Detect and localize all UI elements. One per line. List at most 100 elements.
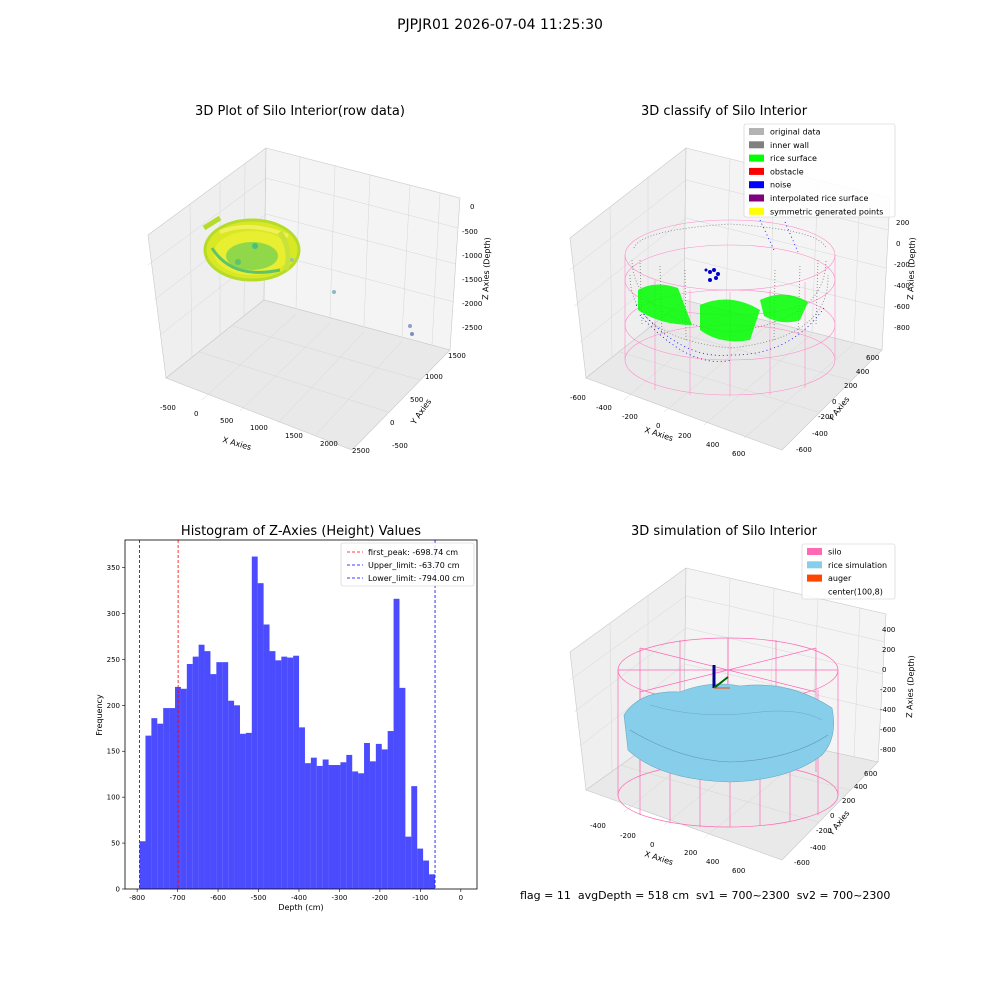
noise-points — [635, 219, 825, 362]
p4-legend-label: rice simulation — [828, 561, 887, 570]
p2-ztick: -400 — [894, 282, 910, 290]
auger-marker — [712, 665, 730, 689]
hist-bar — [304, 763, 311, 889]
p1-xtick: -500 — [160, 404, 176, 412]
p4-xtick: 0 — [650, 841, 654, 849]
p1-xtick: 0 — [194, 410, 198, 418]
hist-bar — [228, 700, 235, 889]
rice-surface-points — [638, 284, 808, 342]
p2-legend-label: obstacle — [770, 167, 804, 176]
p1-ytick: 1000 — [425, 373, 443, 381]
obstacle-points — [704, 268, 720, 282]
inner-wall-points — [629, 223, 829, 349]
hist-bar — [269, 651, 276, 889]
p4-legend-swatch — [807, 587, 822, 595]
hist-xtick-label: -400 — [291, 894, 307, 902]
hist-xtick-label: -800 — [129, 894, 145, 902]
p1-zlabel: Z Axies (Depth) — [481, 237, 492, 300]
hist-bar — [411, 786, 418, 889]
hist-bar — [281, 656, 288, 889]
hist-xtick-label: -200 — [372, 894, 388, 902]
p4-ztick: 0 — [882, 666, 886, 674]
footer-status: flag = 11 avgDepth = 518 cm sv1 = 700~23… — [520, 889, 891, 902]
p2-xtick: -400 — [596, 404, 612, 412]
p4-xtick: -400 — [590, 822, 606, 830]
p4-ytick: -600 — [794, 859, 810, 867]
hist-bar — [234, 705, 240, 889]
hist-bar — [169, 708, 176, 889]
p2-ytick: -600 — [796, 446, 812, 454]
p4-xtick: -200 — [620, 832, 636, 840]
p2-ztick: -600 — [894, 303, 910, 311]
hist-xtick-label: -300 — [331, 894, 347, 902]
p1-ztick: 0 — [470, 203, 474, 211]
hist-bar — [163, 708, 170, 889]
hist-bar — [198, 644, 205, 889]
hist-bar — [299, 727, 305, 889]
p1-xtick: 1500 — [285, 432, 303, 440]
hist-bar — [210, 674, 217, 889]
hist-legend-label: Lower_limit: -794.00 cm — [368, 574, 465, 583]
plot2-classify-3d: -600 -400 -200 0 200 400 600 -600 -400 -… — [569, 123, 917, 458]
plot4-title: 3D simulation of Silo Interior — [631, 524, 817, 539]
p2-ytick: 400 — [856, 368, 869, 376]
p2-ytick: -400 — [812, 430, 828, 438]
p2-xtick: -600 — [570, 394, 586, 402]
hist-bar — [399, 687, 406, 889]
plot1-title: 3D Plot of Silo Interior(row data) — [195, 104, 405, 119]
p2-ytick: 200 — [844, 382, 857, 390]
p4-xtick: 600 — [732, 867, 745, 875]
p1-ytick: 500 — [410, 396, 423, 404]
hist-legend-label: first_peak: -698.74 cm — [368, 548, 458, 557]
hist-bar — [275, 660, 282, 889]
p1-ytick: 0 — [390, 419, 394, 427]
hist-bar — [328, 765, 335, 889]
p1-ztick: -2000 — [462, 300, 482, 308]
p2-ytick: -200 — [818, 413, 834, 421]
p1-xtick: 500 — [220, 417, 233, 425]
p2-ztick: -800 — [894, 324, 910, 332]
hist-ytick-label: 200 — [107, 702, 120, 710]
hist-bar — [186, 663, 193, 889]
hist-bar — [322, 759, 329, 889]
hist-ytick-label: 150 — [107, 748, 120, 756]
hist-bar — [293, 655, 300, 889]
p4-ztick: -200 — [880, 686, 896, 694]
hist-ytick-label: 0 — [116, 886, 120, 894]
p2-xtick: 600 — [732, 450, 745, 458]
p2-legend-swatch — [749, 128, 764, 135]
p4-legend-label: center(100,8) — [828, 587, 883, 596]
p4-legend: silo rice simulation auger center(100,8) — [801, 543, 896, 600]
p1-xlabel: X Axies — [221, 435, 252, 452]
hist-ytick-label: 100 — [107, 794, 120, 802]
hist-xtick-label: -700 — [170, 894, 186, 902]
hist-bar — [216, 662, 223, 889]
hist-bar — [429, 874, 435, 889]
hist-xtick-label: -500 — [251, 894, 267, 902]
p2-legend-label: original data — [770, 128, 821, 137]
p2-legend-label: rice surface — [770, 154, 817, 163]
hist-ytick-label: 250 — [107, 656, 120, 664]
hist-ylabel: Frequency — [95, 694, 104, 736]
hist-bar — [251, 556, 258, 889]
plot1-raw-3d: -500 0 500 1000 1500 2000 2500 -500 0 50… — [147, 147, 492, 455]
p4-legend-label: auger — [828, 574, 852, 583]
hist-bar — [287, 657, 294, 889]
hist-bar — [316, 765, 323, 889]
hist-xtick-label: -600 — [210, 894, 226, 902]
p2-legend-swatch — [749, 207, 764, 215]
p2-legend-label: noise — [770, 181, 791, 190]
p4-xtick: 400 — [706, 858, 719, 866]
rice-ring-scatter — [202, 215, 301, 282]
plot3-title: Histogram of Z-Axies (Height) Values — [180, 524, 422, 539]
hist-bar — [151, 718, 158, 889]
hist-xtick-label: -100 — [412, 894, 428, 902]
hist-bar — [364, 742, 370, 889]
hist-bar — [375, 743, 382, 889]
p1-xtick: 1000 — [250, 424, 268, 432]
p4-xlabel: X Axies — [643, 849, 674, 867]
hist-bar — [334, 765, 341, 889]
hist-bar — [139, 841, 146, 889]
p1-xtick: 2000 — [320, 440, 338, 448]
hist-ytick-label: 350 — [107, 564, 120, 572]
